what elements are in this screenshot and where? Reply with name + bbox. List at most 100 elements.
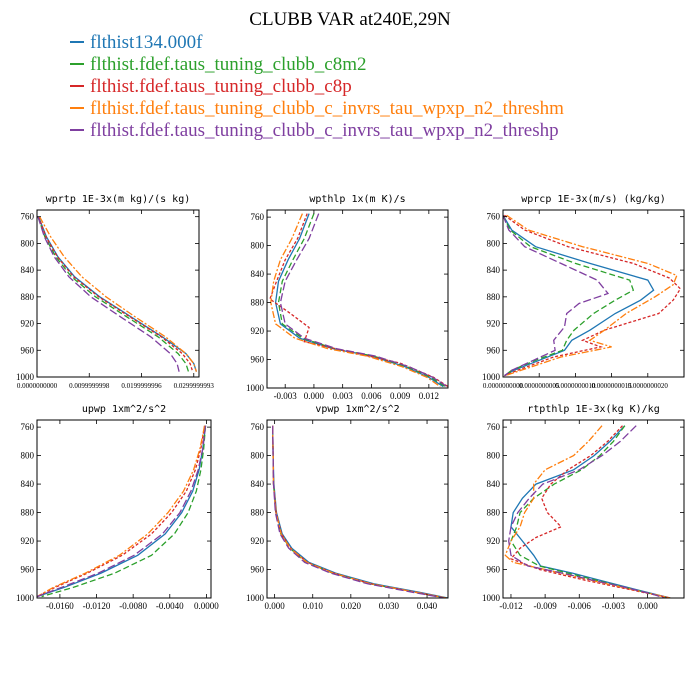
y-tick-label: 960	[251, 565, 265, 575]
x-tick-label: -0.0160	[46, 601, 74, 611]
y-tick-label: 920	[21, 536, 35, 546]
series-line	[37, 425, 206, 598]
series-line	[37, 216, 190, 372]
y-tick-label: 1000	[482, 372, 501, 382]
series-line	[503, 214, 655, 377]
y-tick-label: 880	[487, 292, 501, 302]
plot-frame	[36, 209, 200, 378]
y-tick-label: 1000	[16, 372, 35, 382]
y-tick-label: 880	[251, 298, 265, 308]
x-tick-label: 0.0000000015	[591, 382, 632, 390]
x-tick-label: 0.0000000000	[17, 382, 58, 390]
x-tick-label: -0.009	[533, 601, 557, 611]
x-tick-label: 0.000	[637, 601, 658, 611]
series-line	[37, 425, 207, 598]
y-tick-label: 800	[21, 238, 35, 248]
x-tick-label: 0.000	[264, 601, 285, 611]
series-line	[41, 425, 207, 598]
y-tick-label: 920	[21, 319, 35, 329]
panel-title: upwp 1xm^2/s^2	[82, 404, 166, 415]
legend-label: flthist.fdef.taus_tuning_clubb_c_invrs_t…	[90, 98, 564, 119]
legend-swatch	[70, 40, 84, 43]
x-tick-label: -0.012	[499, 601, 522, 611]
y-tick-label: 1000	[482, 593, 501, 603]
y-tick-label: 840	[251, 479, 265, 489]
y-tick-label: 1000	[246, 593, 265, 603]
series-line	[272, 425, 447, 598]
x-tick-label: 0.0000000005	[519, 382, 560, 390]
panel-title: wprcp 1E-3x(m/s) (kg/kg)	[521, 194, 666, 205]
x-tick-label: -0.0040	[156, 601, 184, 611]
series-line	[37, 216, 194, 372]
x-tick-label: 0.000	[304, 391, 325, 401]
x-tick-label: 0.0000000020	[628, 382, 669, 390]
x-tick-label: 0.012	[419, 391, 439, 401]
series-line	[272, 425, 448, 598]
x-tick-label: -0.003	[602, 601, 626, 611]
legend-swatch	[70, 128, 84, 131]
x-tick-label: 0.0099999998	[69, 382, 110, 390]
y-tick-label: 960	[21, 345, 35, 355]
y-tick-label: 760	[21, 422, 35, 432]
y-tick-label: 1000	[246, 383, 265, 393]
legend-label: flthist.fdef.taus_tuning_clubb_c8m2	[90, 54, 367, 75]
series-line	[504, 425, 671, 598]
series-line	[37, 216, 180, 372]
legend-item: flthist.fdef.taus_tuning_clubb_c8m2	[70, 54, 564, 76]
x-tick-label: 0.040	[417, 601, 438, 611]
x-tick-label: 0.0000	[194, 601, 219, 611]
x-tick-label: -0.0080	[119, 601, 147, 611]
series-line	[274, 213, 444, 388]
series-line	[503, 215, 610, 377]
series-line	[510, 425, 671, 598]
series-line	[277, 213, 446, 388]
figure-title: CLUBB VAR at240E,29N	[249, 9, 451, 30]
y-tick-label: 880	[21, 292, 35, 302]
series-line	[269, 213, 448, 388]
x-tick-label: 0.010	[303, 601, 324, 611]
plot-frame	[266, 209, 449, 389]
y-tick-label: 960	[487, 565, 501, 575]
series-line	[503, 215, 635, 377]
plot-frame	[502, 419, 685, 599]
y-tick-label: 760	[487, 212, 501, 222]
x-tick-label: 0.006	[361, 391, 382, 401]
legend-item: flthist134.000f	[70, 32, 564, 54]
x-tick-label: 0.0199999996	[121, 382, 162, 390]
y-tick-label: 800	[487, 238, 501, 248]
legend: flthist134.000f flthist.fdef.taus_tuning…	[70, 32, 564, 142]
x-tick-label: -0.0120	[83, 601, 111, 611]
series-line	[508, 425, 665, 598]
x-tick-label: 0.0000000000	[483, 382, 524, 390]
series-line	[270, 213, 441, 388]
legend-item: flthist.fdef.taus_tuning_clubb_c8p	[70, 76, 564, 98]
legend-label: flthist.fdef.taus_tuning_clubb_c_invrs_t…	[90, 120, 559, 141]
y-tick-label: 800	[251, 451, 265, 461]
y-tick-label: 960	[487, 345, 501, 355]
legend-label: flthist134.000f	[90, 32, 203, 53]
legend-swatch	[70, 62, 84, 65]
panel-title: vpwp 1xm^2/s^2	[315, 404, 399, 415]
x-tick-label: -0.003	[274, 391, 298, 401]
y-tick-label: 760	[21, 212, 35, 222]
x-tick-label: 0.020	[341, 601, 362, 611]
series-line	[39, 216, 198, 372]
plot-frame	[36, 419, 212, 599]
series-line	[510, 425, 669, 598]
y-tick-label: 760	[487, 422, 501, 432]
x-tick-label: 0.009	[390, 391, 411, 401]
x-tick-label: 0.0299999993	[174, 382, 215, 390]
y-tick-label: 840	[21, 265, 35, 275]
panel-title: rtpthlp 1E-3x(kg K)/kg	[527, 404, 659, 415]
plot-frame	[502, 209, 685, 378]
y-tick-label: 920	[251, 536, 265, 546]
y-tick-label: 840	[251, 269, 265, 279]
y-tick-label: 760	[251, 212, 265, 222]
plot-frame	[266, 419, 449, 599]
x-tick-label: 0.0000000010	[555, 382, 596, 390]
y-tick-label: 920	[251, 326, 265, 336]
y-tick-label: 880	[251, 508, 265, 518]
y-tick-label: 840	[487, 265, 501, 275]
y-tick-label: 880	[487, 508, 501, 518]
